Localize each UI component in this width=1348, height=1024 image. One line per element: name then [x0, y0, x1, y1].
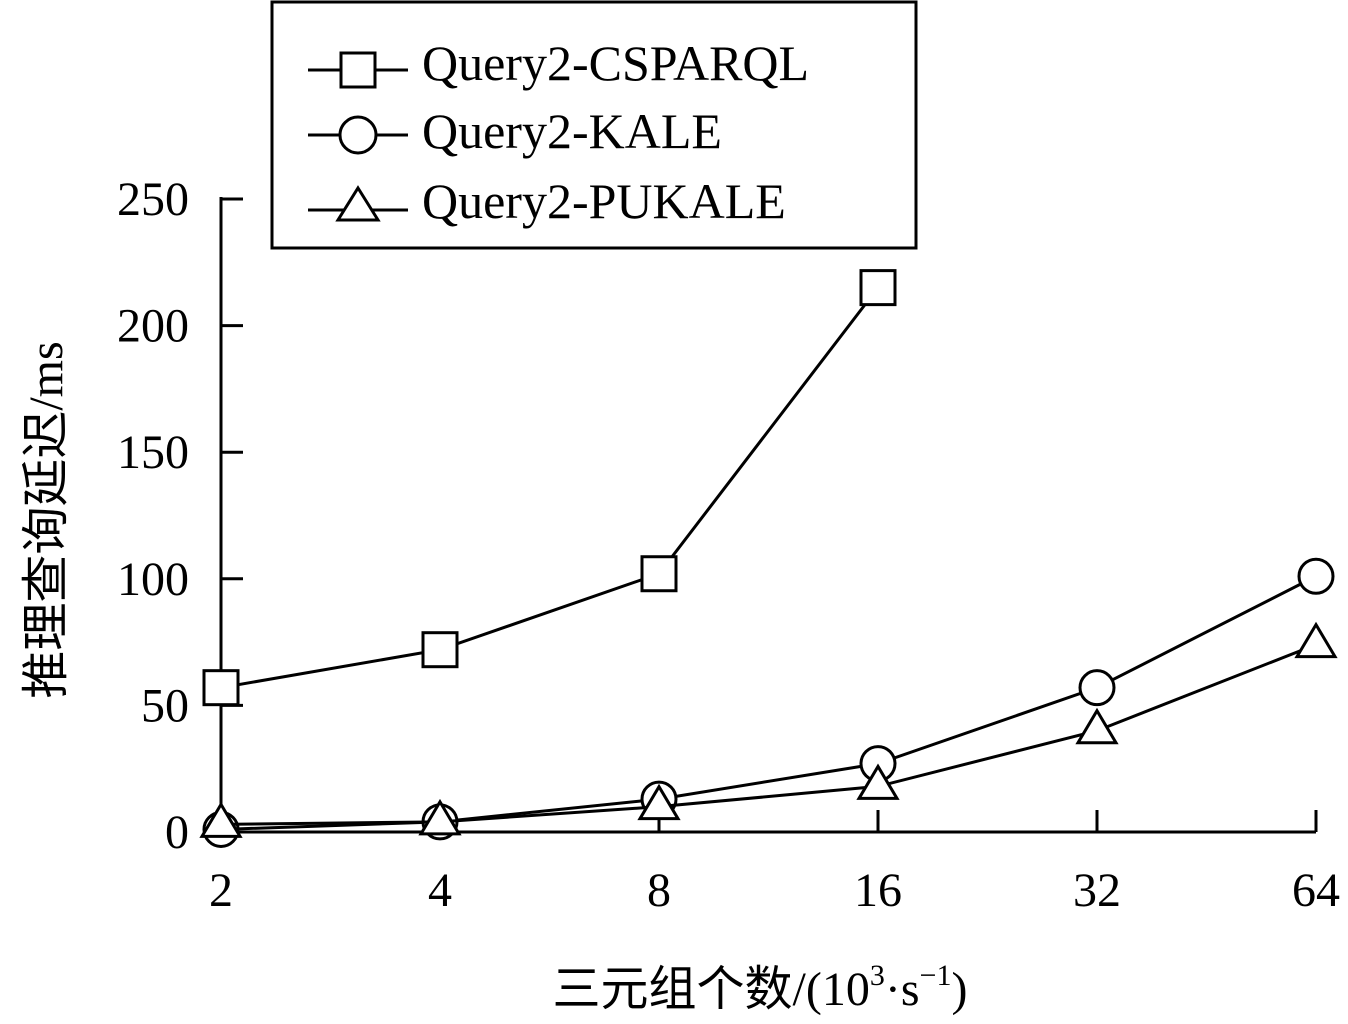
legend-square-icon [339, 51, 377, 89]
legend-box [270, 0, 918, 250]
x-tick-label-32: 32 [1073, 864, 1121, 917]
x-axis-label-end: ) [951, 963, 967, 1016]
series-line-query2-csparql [220, 286, 880, 690]
legend-entry-pukale: Query2-PUKALE [308, 173, 786, 229]
y-tick-label-150: 150 [117, 426, 189, 479]
x-tick-label-64: 64 [1292, 864, 1340, 917]
point-query2-csparql-1 [421, 631, 459, 669]
series-line-query2-pukale [220, 643, 1317, 826]
x-axis-label-main: 三元组个数/(10 [553, 963, 870, 1016]
x-axis-label-sup1: 3 [870, 959, 885, 992]
legend-label-pukale: Query2-PUKALE [422, 173, 786, 229]
point-query2-csparql-0 [202, 669, 240, 707]
point-query2-pukale-1 [418, 798, 462, 836]
legend-label-csparql: Query2-CSPARQL [422, 35, 809, 91]
point-query2-pukale-4 [1075, 707, 1119, 745]
point-query2-pukale-2 [637, 783, 681, 821]
x-axis-label: 三元组个数/(103·s−1) [553, 959, 968, 1016]
point-query2-kale-4 [1078, 669, 1116, 707]
x-tick-label-4: 4 [428, 864, 452, 917]
y-tick-label-100: 100 [117, 553, 189, 606]
legend-label-kale: Query2-KALE [422, 103, 722, 159]
series-line-query2-kale [220, 574, 1317, 831]
legend: Query2-CSPARQL Query2-KALE Query2-PUKALE [270, 0, 918, 250]
legend-triangle-icon [335, 185, 381, 222]
point-query2-pukale-0 [199, 801, 243, 838]
x-tick-label-16: 16 [854, 864, 902, 917]
legend-entry-csparql: Query2-CSPARQL [308, 35, 809, 91]
axes: 0 50 100 150 200 250 2 4 8 16 32 64 [117, 173, 1340, 917]
legend-entry-kale: Query2-KALE [308, 103, 722, 159]
point-query2-pukale-5 [1294, 621, 1338, 659]
point-query2-pukale-3 [856, 763, 900, 800]
y-tick-label-200: 200 [117, 300, 189, 353]
x-axis-label-sup2: −1 [920, 959, 952, 992]
y-axis-label: 推理查询延迟/ms [20, 341, 73, 698]
x-tick-label-8: 8 [647, 864, 671, 917]
point-query2-csparql-3 [859, 269, 897, 307]
point-query2-csparql-2 [640, 555, 678, 593]
series-layer [199, 269, 1338, 848]
legend-circle-icon [338, 115, 378, 155]
x-tick-label-2: 2 [209, 864, 233, 917]
y-tick-label-250: 250 [117, 173, 189, 226]
point-query2-kale-5 [1297, 557, 1335, 595]
y-tick-label-0: 0 [165, 806, 189, 859]
x-axis-label-mid: ·s [885, 963, 920, 1016]
y-tick-label-50: 50 [141, 679, 189, 732]
